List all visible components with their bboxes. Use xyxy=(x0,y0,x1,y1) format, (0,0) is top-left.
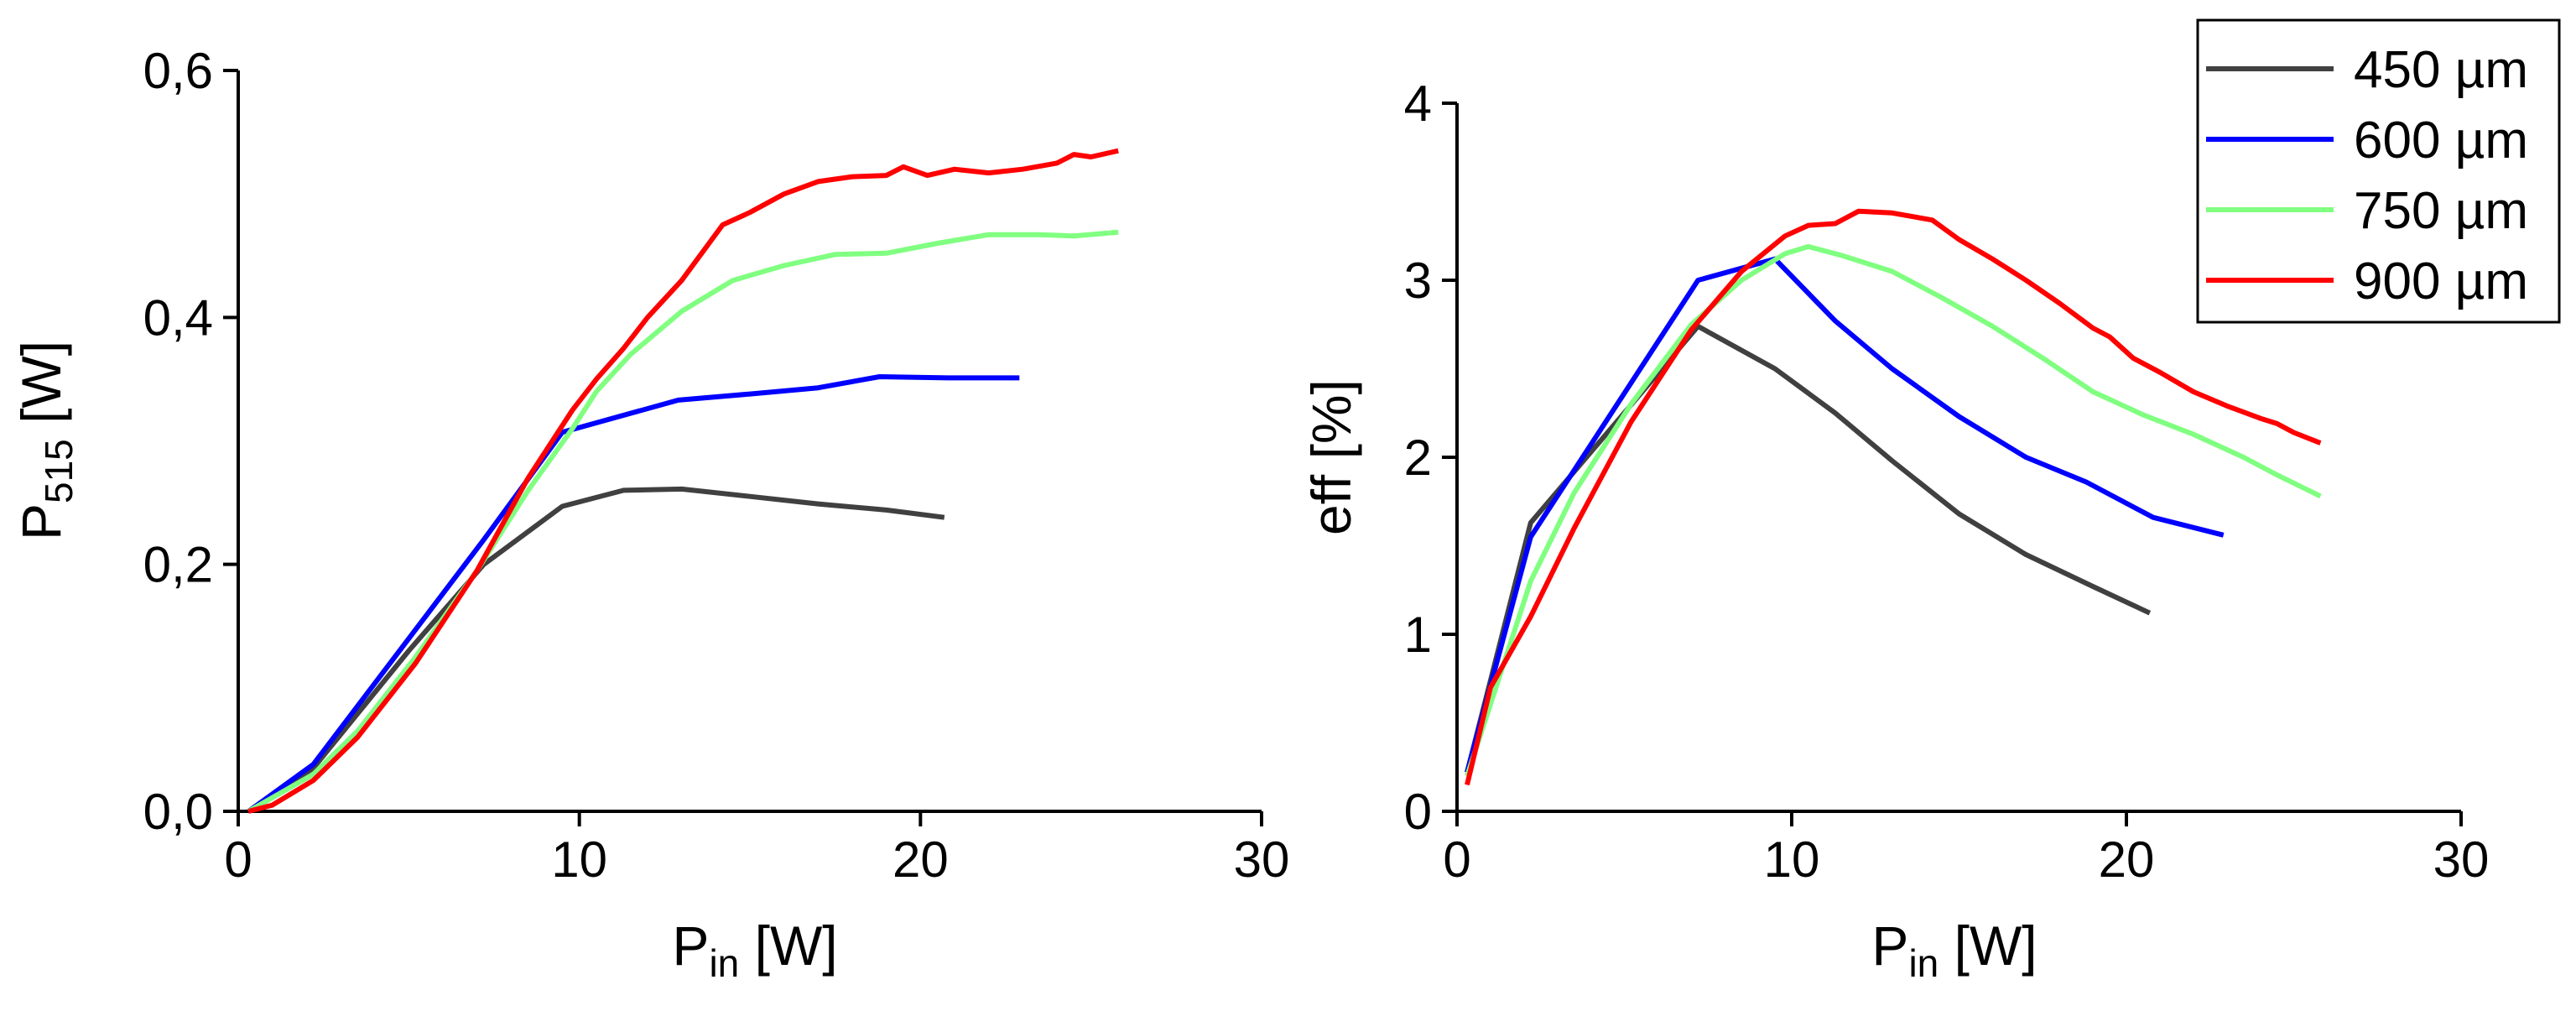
axis-label-part: P xyxy=(10,503,72,540)
axis-label: Pin [W] xyxy=(1871,915,2037,985)
data-line xyxy=(247,229,1119,814)
data-line xyxy=(247,374,1020,814)
x-tick-label: 0 xyxy=(224,831,252,888)
y-tick-label: 0,4 xyxy=(143,289,213,346)
y-tick-label: 0,6 xyxy=(143,43,213,99)
data-line xyxy=(1465,243,2322,777)
x-tick-label: 30 xyxy=(2433,831,2490,888)
axis-label-part: 515 xyxy=(37,439,81,503)
data-line xyxy=(247,148,1119,814)
data-line xyxy=(1465,208,2322,786)
axis-label-part: P xyxy=(672,915,709,977)
data-line xyxy=(1465,323,2152,774)
legend-label: 900 µm xyxy=(2354,253,2528,310)
legend-label: 750 µm xyxy=(2354,182,2528,240)
x-tick-label: 0 xyxy=(1443,831,1470,888)
axis-label-part: [W] xyxy=(10,341,72,439)
y-tick-label: 2 xyxy=(1404,430,1432,486)
legend-label: 450 µm xyxy=(2354,41,2528,99)
y-tick-label: 0,0 xyxy=(143,784,213,840)
axis-label: Pin [W] xyxy=(672,915,837,985)
axis-label: P515 [W] xyxy=(10,341,81,540)
axis-label-part: [W] xyxy=(739,915,837,977)
y-tick-label: 1 xyxy=(1404,607,1432,663)
legend-label: 600 µm xyxy=(2354,112,2528,169)
y-tick-label: 3 xyxy=(1404,253,1432,309)
data-line xyxy=(1465,256,2225,774)
axis-label: eff [%] xyxy=(1300,379,1362,535)
x-tick-label: 10 xyxy=(1764,831,1820,888)
x-tick-label: 10 xyxy=(551,831,607,888)
data-line xyxy=(247,486,945,814)
legend-box xyxy=(2196,18,2561,324)
y-tick-label: 0 xyxy=(1404,784,1432,840)
x-tick-label: 20 xyxy=(892,831,949,888)
x-tick-label: 30 xyxy=(1234,831,1290,888)
axis-label-part: P xyxy=(1871,915,1908,977)
axis-label-part: in xyxy=(709,941,739,985)
x-tick-label: 20 xyxy=(2099,831,2155,888)
axis-label-part: [W] xyxy=(1939,915,2037,977)
axis-label-part: eff [%] xyxy=(1300,379,1362,535)
axis-label-part: in xyxy=(1908,941,1939,985)
y-tick-label: 0,2 xyxy=(143,537,213,593)
y-tick-label: 4 xyxy=(1404,76,1432,132)
